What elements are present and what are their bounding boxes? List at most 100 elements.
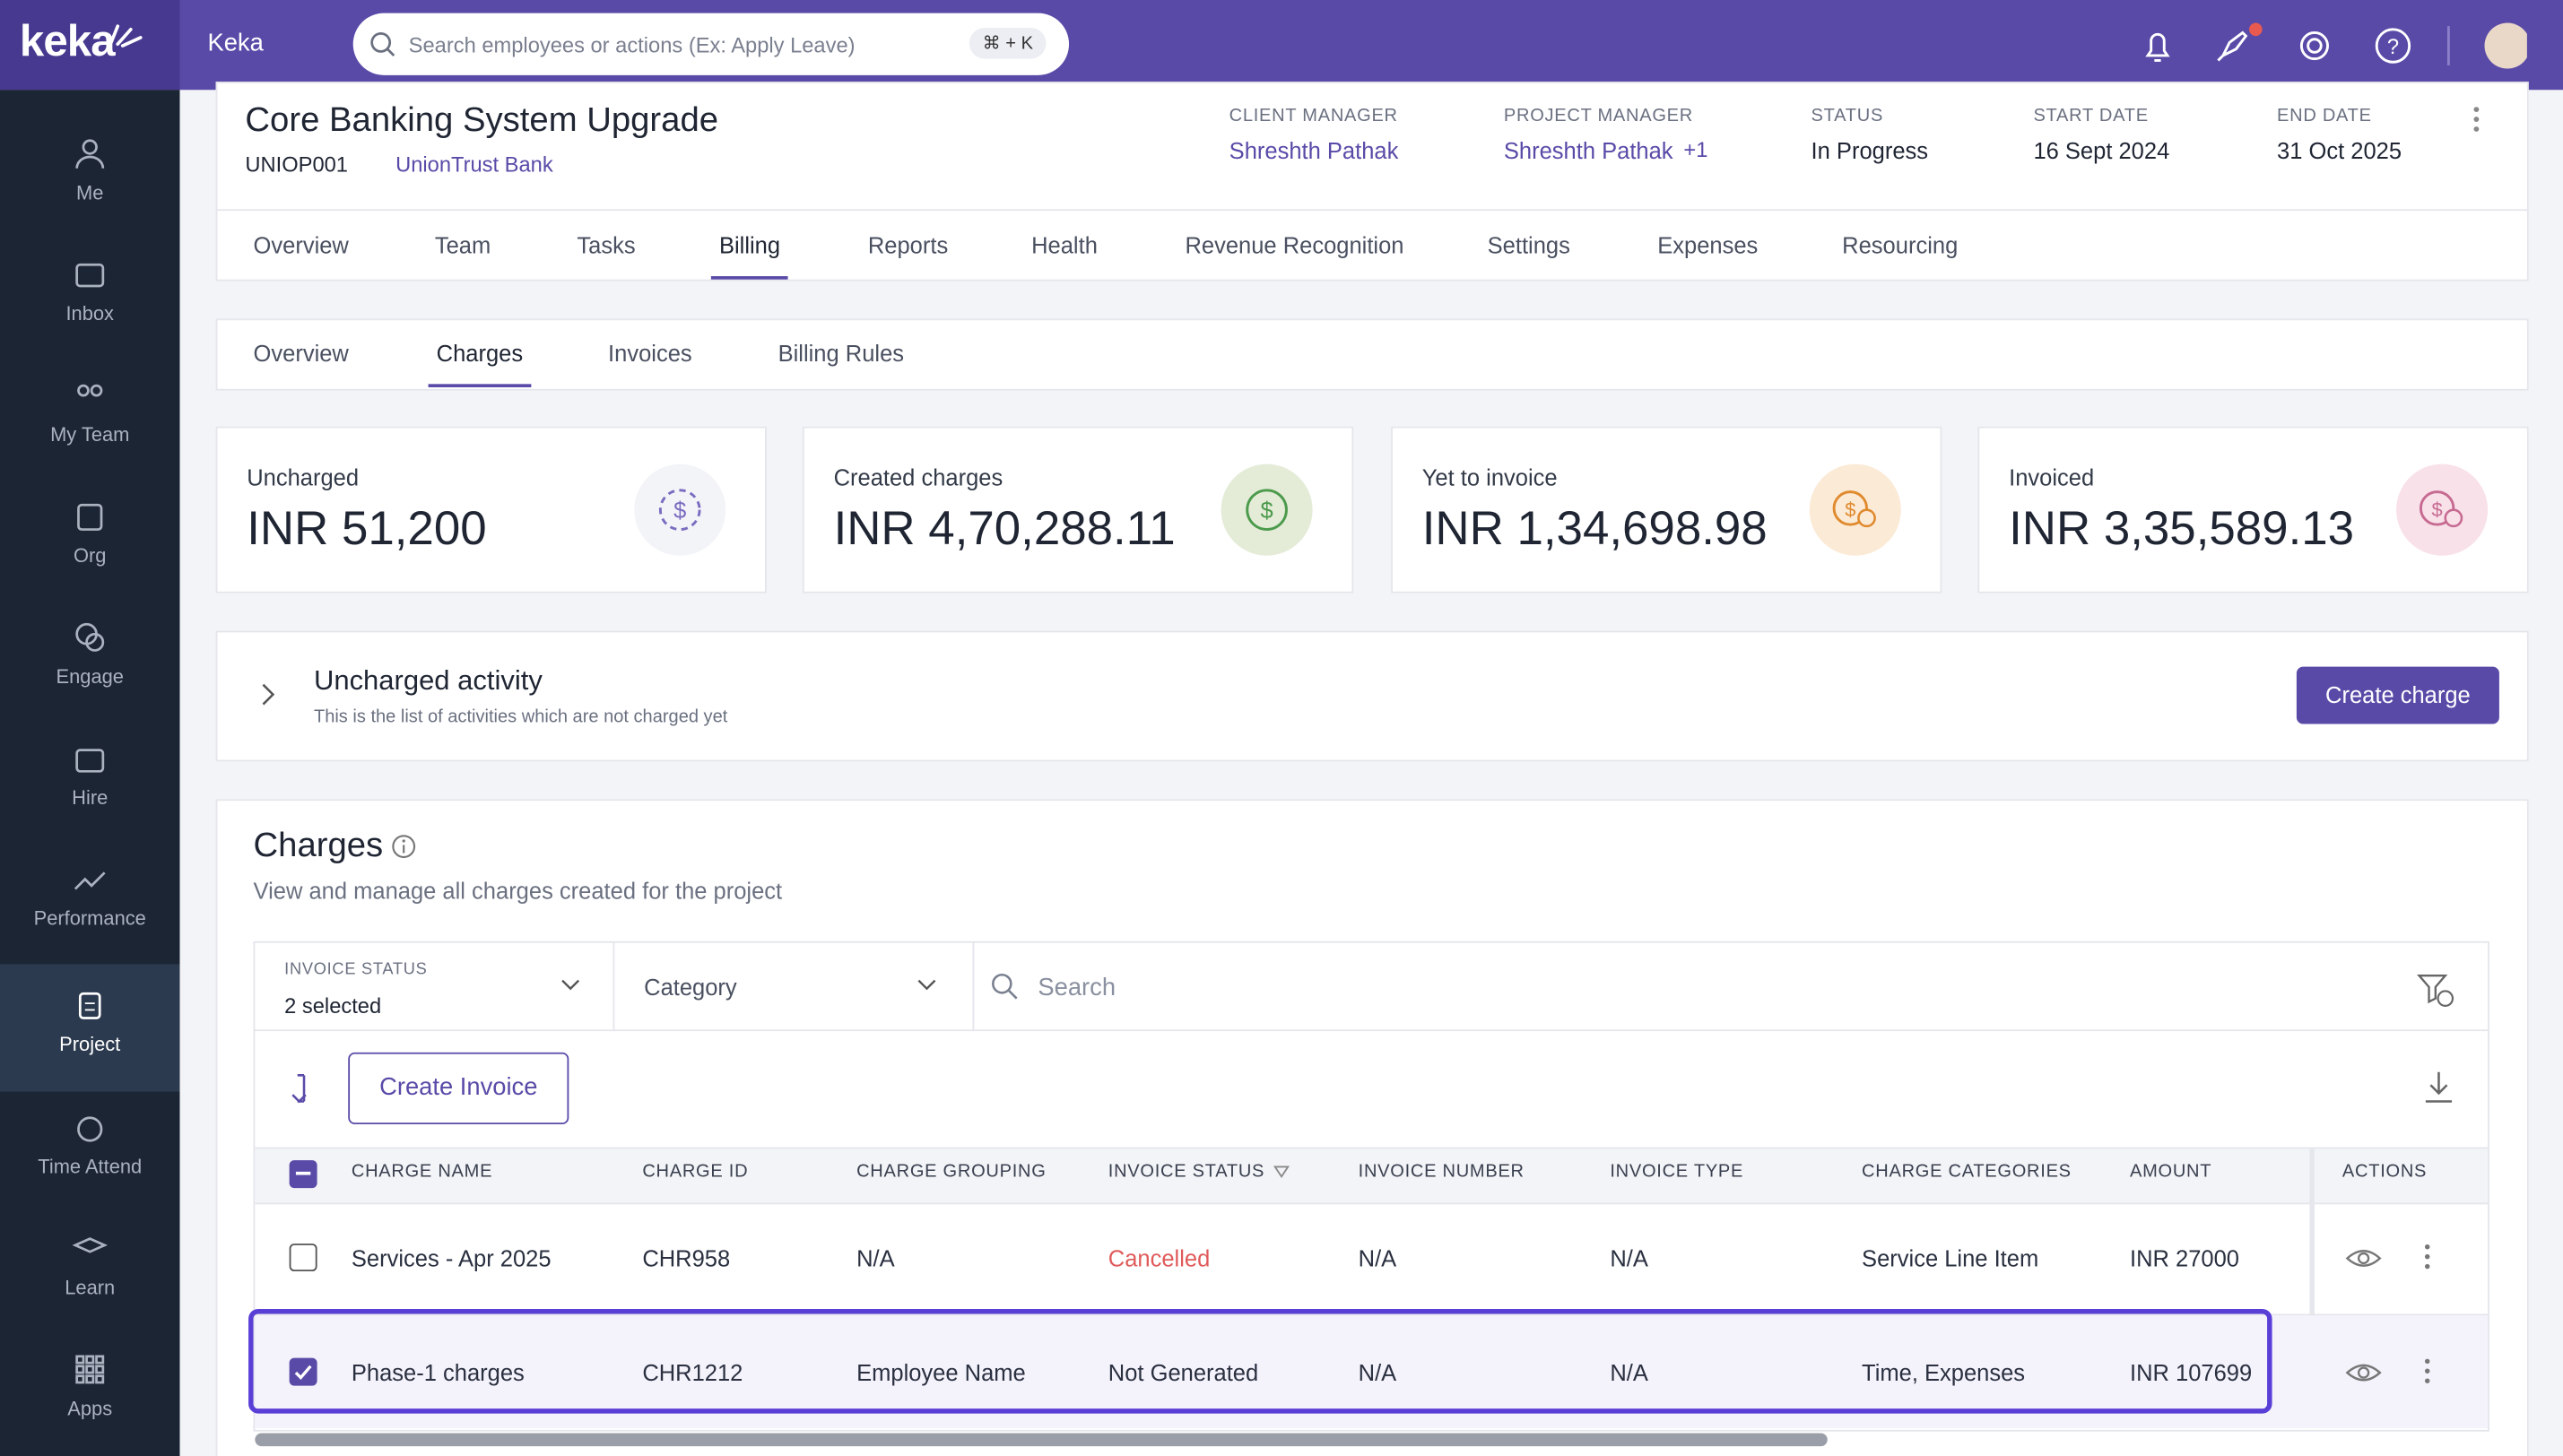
logo-area[interactable] <box>0 0 180 91</box>
field-label: END DATE <box>2277 106 2372 126</box>
status-filter[interactable] <box>254 940 615 1030</box>
tab[interactable]: Expenses <box>1657 231 1759 258</box>
select-all-checkbox[interactable] <box>289 1160 317 1189</box>
table-header <box>255 1147 2489 1205</box>
summary-card: Yet to invoice INR 1,34,698.98 $ <box>1391 426 1942 594</box>
card-label: Invoiced <box>2009 464 2095 490</box>
column-header: ACTIONS <box>2341 1161 2428 1182</box>
cell: N/A <box>856 1244 895 1272</box>
cell: Time, Expenses <box>1862 1359 2026 1386</box>
cell: Service Line Item <box>1862 1244 2039 1272</box>
sort-icon[interactable] <box>288 1072 320 1108</box>
card-label: Created charges <box>833 464 1003 490</box>
nav-item[interactable]: Me <box>0 119 179 240</box>
nav-item[interactable]: Learn <box>0 1214 179 1335</box>
filter-value: 2 selected <box>284 993 382 1018</box>
table-search[interactable]: Search <box>1038 974 1116 1002</box>
sub-tab-active[interactable]: Charges <box>428 340 532 387</box>
nav-label: My Team <box>50 423 130 446</box>
field-label: START DATE <box>2033 106 2149 126</box>
tab[interactable]: Settings <box>1487 231 1570 258</box>
svg-text:$: $ <box>673 498 686 524</box>
cell-status: Not Generated <box>1108 1359 1259 1386</box>
field-value[interactable]: Shreshth Pathak <box>1503 137 1673 164</box>
nav-item[interactable]: Performance <box>0 845 179 966</box>
nav-label: Learn <box>65 1276 116 1300</box>
tab[interactable]: Tasks <box>577 231 636 258</box>
sub-tab[interactable]: Overview <box>253 340 349 367</box>
info-icon[interactable] <box>391 834 417 860</box>
filter-value: Category <box>644 974 737 1001</box>
project-code: UNIOP001 <box>245 152 349 177</box>
tab-active[interactable]: Billing <box>710 231 789 280</box>
category-filter[interactable] <box>613 940 975 1030</box>
create-invoice-button[interactable]: Create Invoice <box>348 1052 569 1125</box>
create-charge-button[interactable]: Create charge <box>2296 666 2499 724</box>
nav-item-active[interactable]: Project <box>0 964 180 1092</box>
row-checkbox[interactable] <box>289 1357 317 1386</box>
nav-item[interactable]: Org <box>0 482 179 603</box>
cell: INR 107699 <box>2129 1359 2253 1386</box>
column-header[interactable]: AMOUNT <box>2129 1161 2212 1182</box>
nav-item[interactable]: Apps <box>0 1335 179 1456</box>
column-header[interactable]: INVOICE TYPE <box>1610 1161 1744 1182</box>
card-icon: $ <box>634 464 726 556</box>
column-header[interactable]: CHARGE ID <box>642 1161 749 1182</box>
global-search[interactable]: Search employees or actions (Ex: Apply L… <box>352 13 1070 75</box>
cell: CHR958 <box>642 1244 731 1272</box>
cell: N/A <box>1610 1359 1648 1386</box>
sub-tab[interactable]: Billing Rules <box>778 340 905 367</box>
summary-card: Invoiced INR 3,35,589.13 $ <box>1977 426 2529 594</box>
cell: Employee Name <box>856 1359 1026 1386</box>
column-header[interactable]: INVOICE STATUS <box>1108 1161 1265 1182</box>
tab[interactable]: Overview <box>253 231 349 258</box>
row-checkbox[interactable] <box>289 1244 317 1272</box>
field-label: PROJECT MANAGER <box>1503 106 1693 126</box>
tab[interactable]: Health <box>1031 231 1098 258</box>
cell: N/A <box>1358 1244 1397 1272</box>
card-label: Yet to invoice <box>1421 464 1558 490</box>
column-header[interactable]: CHARGE NAME <box>351 1161 493 1182</box>
field-label: CLIENT MANAGER <box>1229 106 1398 126</box>
tab[interactable]: Reports <box>867 231 949 258</box>
column-header[interactable]: INVOICE NUMBER <box>1358 1161 1525 1182</box>
search-placeholder: Search employees or actions (Ex: Apply L… <box>408 32 856 57</box>
field-extra[interactable]: +1 <box>1683 137 1708 162</box>
logo[interactable]: keka <box>19 16 116 65</box>
column-filter-icon[interactable] <box>1273 1166 1290 1180</box>
sub-tabs <box>215 318 2529 391</box>
company-name[interactable]: Keka <box>207 29 264 57</box>
section-title: Uncharged activity <box>313 664 543 697</box>
summary-card: Created charges INR 4,70,288.11 $ <box>802 426 1354 594</box>
nav-item[interactable]: Inbox <box>0 240 179 361</box>
column-header[interactable]: CHARGE GROUPING <box>856 1161 1047 1182</box>
nav-item[interactable]: Engage <box>0 603 179 724</box>
tab[interactable]: Revenue Recognition <box>1185 231 1404 258</box>
svg-text:$: $ <box>2432 498 2443 521</box>
nav-item[interactable]: Hire <box>0 724 179 845</box>
row-actions[interactable] <box>2344 1242 2449 1389</box>
expand-icon[interactable] <box>258 681 278 707</box>
cell-status: Cancelled <box>1108 1244 1211 1272</box>
horizontal-scrollbar[interactable] <box>255 1433 1828 1447</box>
section-subtitle: View and manage all charges created for … <box>253 877 783 904</box>
nav-item[interactable]: Time Attend <box>0 1093 179 1214</box>
project-client[interactable]: UnionTrust Bank <box>395 152 553 177</box>
tab[interactable]: Resourcing <box>1842 231 1959 258</box>
tab[interactable]: Team <box>434 231 491 258</box>
top-actions[interactable]: ? <box>2134 22 2527 69</box>
column-header[interactable]: CHARGE CATEGORIES <box>1862 1161 2072 1182</box>
field-value: 31 Oct 2025 <box>2277 137 2402 164</box>
cell: INR 27000 <box>2129 1244 2239 1272</box>
more-menu[interactable] <box>2470 105 2483 134</box>
download-icon[interactable] <box>2422 1069 2454 1105</box>
search-icon <box>370 31 395 56</box>
cell: N/A <box>1358 1359 1397 1386</box>
divider <box>253 1029 2489 1032</box>
nav-label: Performance <box>33 906 146 931</box>
sub-tab[interactable]: Invoices <box>608 340 692 367</box>
nav-item[interactable]: My Team <box>0 361 179 482</box>
clear-filter-icon[interactable] <box>2416 971 2455 1010</box>
field-value[interactable]: Shreshth Pathak <box>1229 137 1399 164</box>
